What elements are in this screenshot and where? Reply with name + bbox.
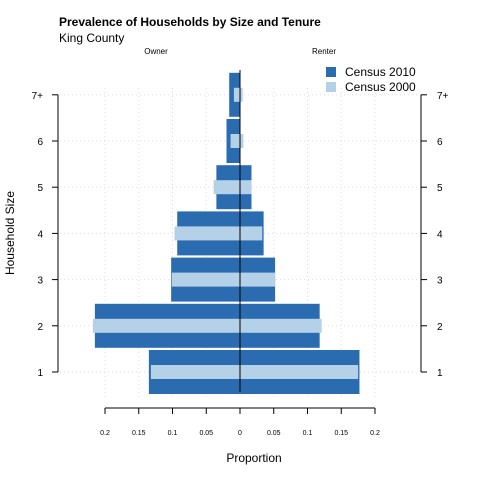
x-axis-label: Proportion bbox=[226, 451, 281, 465]
legend-swatch-census-2000 bbox=[326, 82, 336, 92]
y-tick-label-left-0: 1 bbox=[37, 368, 43, 379]
x-tick-label-5: 0.05 bbox=[267, 430, 281, 437]
y-tick-label-left-5: 6 bbox=[37, 137, 43, 148]
y-tick-label-right-6: 7+ bbox=[437, 91, 449, 102]
y-tick-label-right-4: 5 bbox=[437, 183, 443, 194]
y-tick-label-right-1: 2 bbox=[437, 322, 443, 333]
chart-subtitle: King County bbox=[59, 31, 124, 45]
bar-owner-s1-5 bbox=[230, 134, 240, 148]
axis-layer: 1 1 2 2 3 3 4 4 5 5 6 6 7+ 7+ 0.2 0.15 0.1 0.05 0 0.05 0.1 0.… bbox=[32, 91, 449, 437]
y-tick-label-right-2: 3 bbox=[437, 276, 443, 287]
y-tick-label-right-3: 4 bbox=[437, 229, 443, 240]
bar-renter-s1-3 bbox=[240, 226, 263, 241]
x-tick-label-0: 0.2 bbox=[100, 430, 110, 437]
group-label-owner: Owner bbox=[144, 47, 168, 56]
bar-owner-s1-2 bbox=[171, 272, 240, 287]
x-tick-label-3: 0.05 bbox=[199, 430, 213, 437]
y-tick-label-right-0: 1 bbox=[437, 368, 443, 379]
bar-renter-s1-0 bbox=[240, 365, 359, 379]
bar-owner-s1-3 bbox=[174, 226, 240, 241]
bar-owner-s1-0 bbox=[150, 365, 240, 379]
bar-owner-s1-4 bbox=[213, 180, 240, 195]
group-label-renter: Renter bbox=[312, 47, 336, 56]
bar-owner-s1-6 bbox=[233, 87, 240, 102]
x-tick-label-1: 0.15 bbox=[132, 430, 146, 437]
bar-renter-s1-2 bbox=[240, 272, 276, 287]
chart-title: Prevalence of Households by Size and Ten… bbox=[59, 15, 321, 29]
y-tick-label-left-4: 5 bbox=[37, 183, 43, 194]
x-tick-label-7: 0.15 bbox=[334, 430, 348, 437]
bar-owner-s1-1 bbox=[92, 318, 240, 333]
legend-label-census-2010: Census 2010 bbox=[345, 65, 416, 79]
bar-renter-s1-5 bbox=[240, 134, 244, 148]
bar-renter-s1-6 bbox=[240, 87, 243, 102]
x-tick-label-4: 0 bbox=[238, 430, 242, 437]
legend-label-census-2000: Census 2000 bbox=[345, 80, 416, 94]
y-tick-label-right-5: 6 bbox=[437, 137, 443, 148]
y-tick-label-left-2: 3 bbox=[37, 276, 43, 287]
x-tick-label-8: 0.2 bbox=[370, 430, 380, 437]
x-tick-label-6: 0.1 bbox=[303, 430, 313, 437]
y-tick-label-left-6: 7+ bbox=[32, 91, 44, 102]
legend-swatch-census-2010 bbox=[326, 67, 336, 77]
bar-renter-s1-4 bbox=[240, 180, 252, 195]
x-tick-label-2: 0.1 bbox=[168, 430, 178, 437]
bars-layer bbox=[92, 70, 360, 394]
legend: Census 2010 Census 2000 bbox=[326, 65, 416, 94]
y-tick-label-left-1: 2 bbox=[37, 322, 43, 333]
y-axis-label: Household Size bbox=[3, 191, 17, 275]
y-tick-label-left-3: 4 bbox=[37, 229, 43, 240]
bar-renter-s1-1 bbox=[240, 318, 322, 333]
